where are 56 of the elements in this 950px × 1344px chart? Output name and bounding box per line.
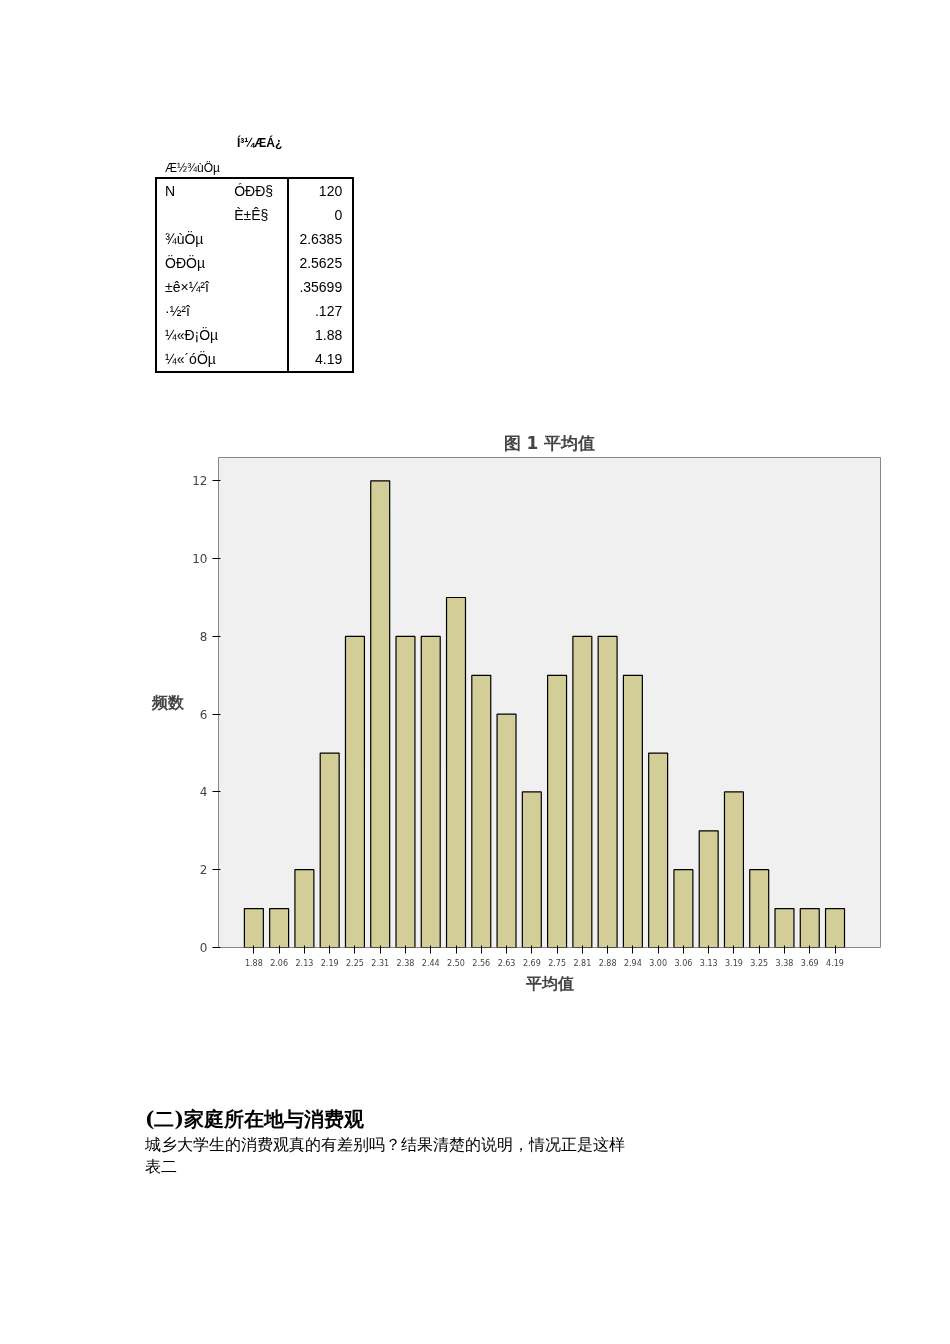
text: 1.88: [313, 326, 344, 346]
y-tick-label: 10: [192, 552, 208, 567]
text: 城乡大学生的消费观真的有差别吗？结果清楚的说明，情况正是这样: [145, 1133, 625, 1156]
text: ±ê×¼²î: [164, 278, 210, 298]
x-tick-label: 2.13: [295, 958, 314, 968]
x-tick-label: 2.44: [421, 958, 440, 968]
y-axis-title: 频数: [151, 693, 186, 712]
y-tick-label: 8: [199, 629, 208, 644]
x-tick-label: 2.31: [371, 958, 390, 968]
x-tick-label: 2.06: [270, 958, 289, 968]
x-tick-label: 2.50: [447, 958, 465, 968]
x-tick-label: 2.94: [623, 958, 642, 968]
x-tick-label: 3.13: [699, 958, 718, 968]
chart-title: 图 1 平均值: [503, 432, 596, 453]
x-tick-label: 2.63: [497, 958, 516, 968]
text: 120: [317, 182, 344, 202]
x-tick-label: 3.25: [750, 958, 769, 968]
text: .35699: [298, 278, 344, 298]
text: ÖÐÖµ: [164, 254, 206, 274]
text: 表二: [145, 1156, 178, 1179]
text: 0: [333, 206, 344, 226]
x-tick-label: 3.38: [775, 958, 794, 968]
x-tick-label: 2.25: [346, 958, 364, 968]
y-tick-label: 6: [199, 707, 208, 722]
text: È±Ê§: [226, 203, 289, 228]
x-tick-label: 2.88: [598, 958, 617, 968]
text: Í³¼ÆÁ¿: [236, 135, 284, 152]
y-tick-label: 2: [199, 863, 208, 878]
text: 2.6385: [298, 230, 344, 250]
x-tick-label: 3.19: [725, 958, 743, 968]
text: ¾ùÖµ: [164, 230, 205, 250]
text: ÓÐÐ§: [226, 178, 289, 204]
text: (二)家庭所在地与消费观: [145, 1106, 365, 1133]
text: .127: [313, 302, 344, 322]
x-tick-label: 2.75: [548, 958, 566, 968]
y-tick-label: 12: [192, 474, 208, 489]
x-tick-label: 3.69: [800, 958, 819, 968]
text: ¼«´óÖµ: [164, 350, 217, 370]
text: 2.5625: [298, 254, 344, 274]
x-tick-label: 2.69: [522, 958, 541, 968]
x-tick-label: 3.06: [674, 958, 693, 968]
text: Æ½¾ùÖµ: [164, 160, 221, 178]
text: N: [164, 182, 177, 202]
x-tick-label: 2.81: [573, 958, 592, 968]
y-tick-label: 4: [199, 785, 208, 800]
x-tick-label: 2.56: [472, 958, 491, 968]
text: ·½²î: [164, 302, 191, 322]
x-tick-label: 2.38: [396, 958, 415, 968]
x-axis-title: 平均值: [524, 973, 574, 993]
text: ¼«Ð¡Öµ: [164, 326, 220, 346]
y-tick-label: 0: [199, 941, 208, 955]
x-tick-label: 1.88: [244, 958, 263, 968]
x-tick-label: 4.19: [826, 958, 844, 968]
x-tick-label: 3.00: [649, 958, 668, 968]
x-tick-label: 2.19: [320, 958, 339, 968]
text: 4.19: [313, 350, 344, 370]
